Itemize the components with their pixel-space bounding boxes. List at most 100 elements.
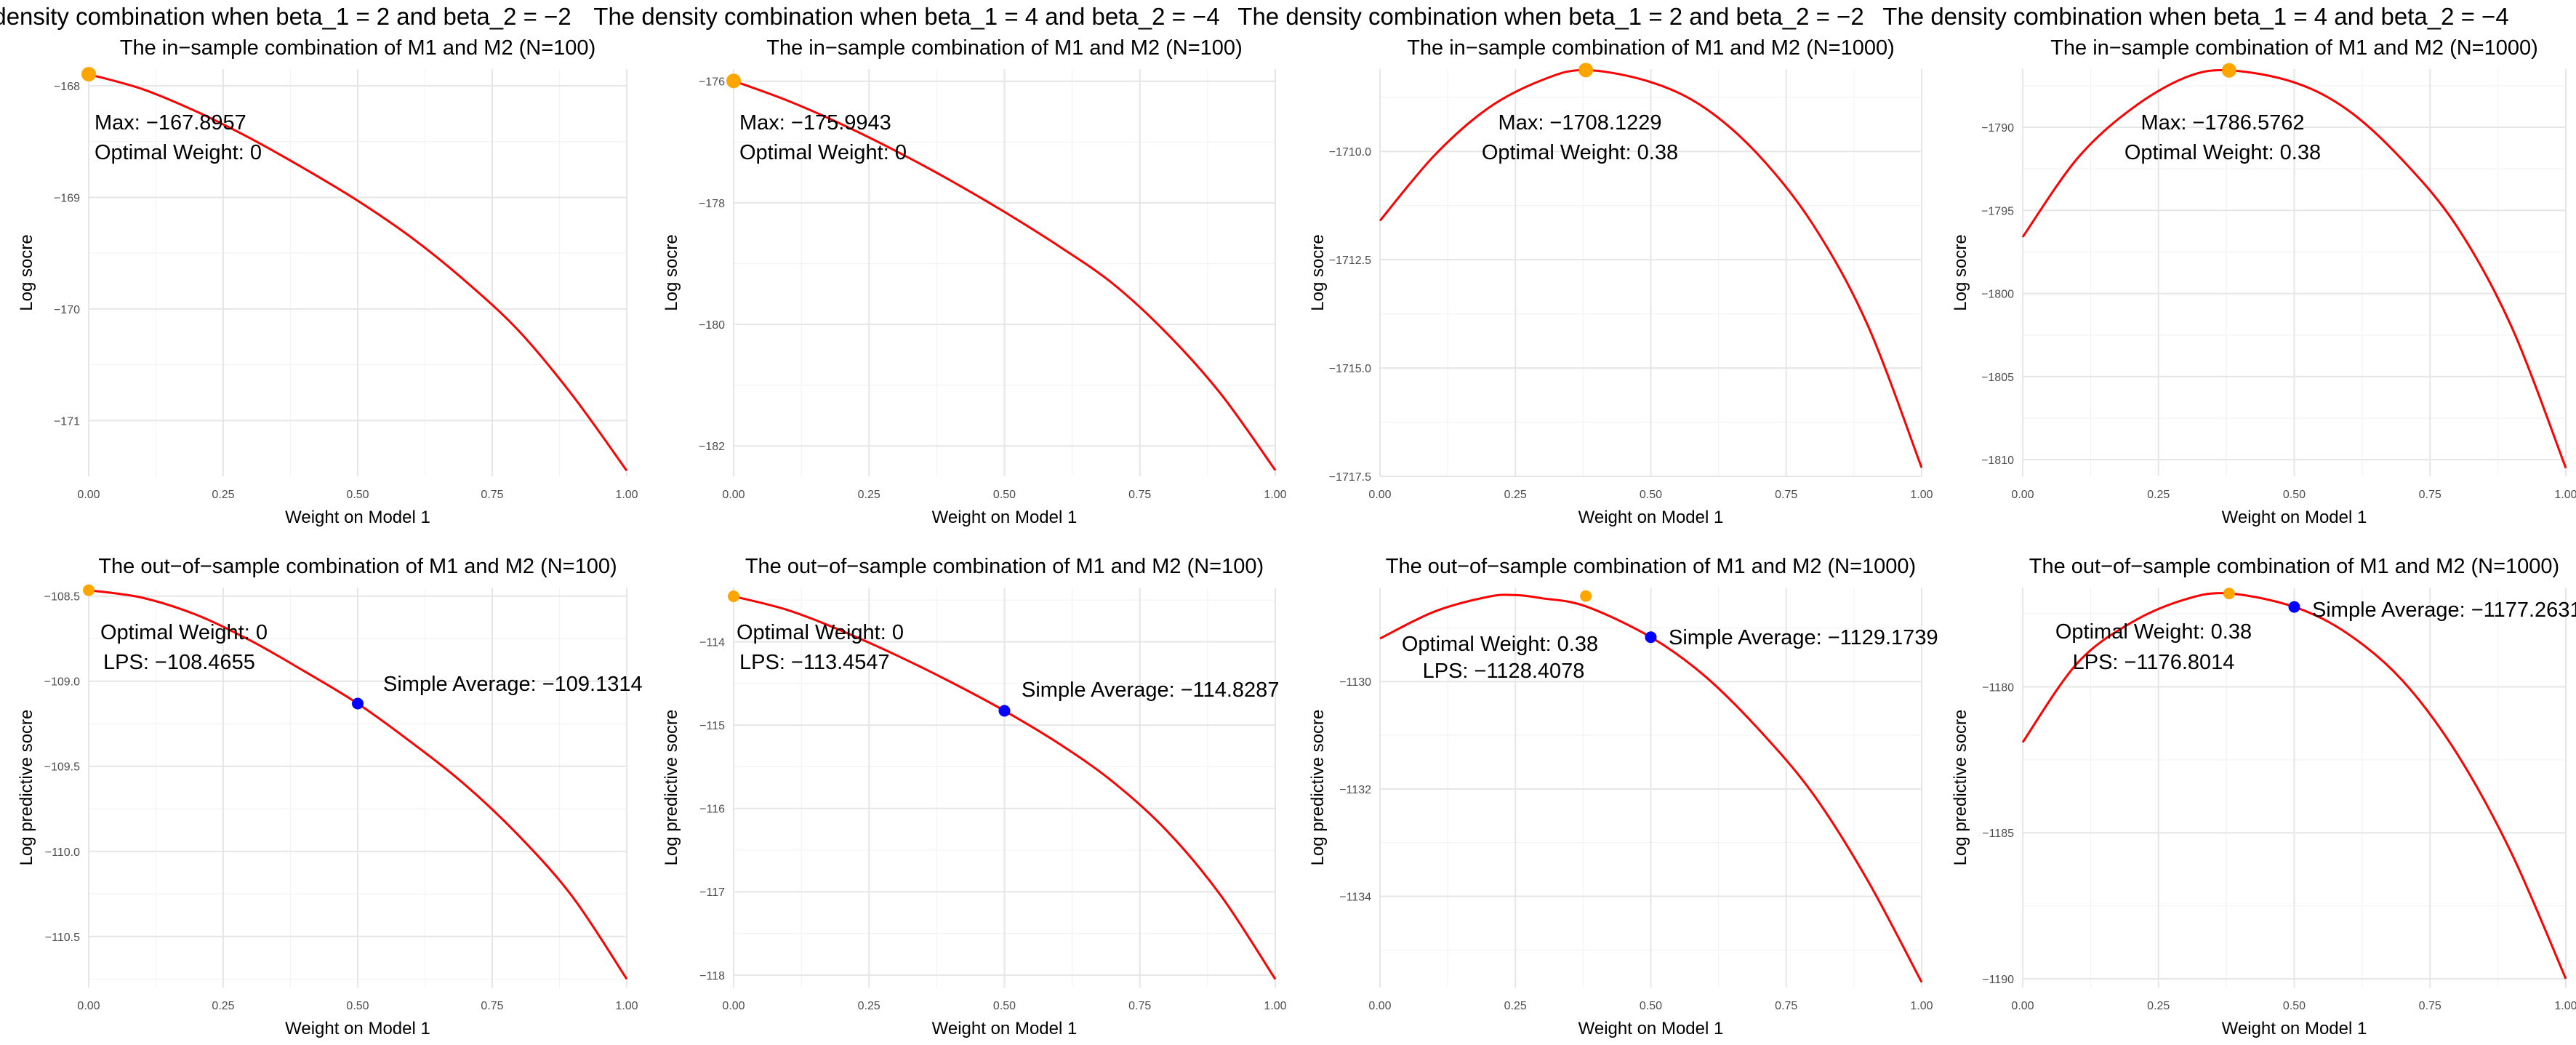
annotation-text: LPS: −1128.4078 [1423, 660, 1585, 683]
gridlines [2022, 69, 2567, 476]
annotation-text: Optimal Weight: 0.38 [1402, 633, 1598, 656]
y-tick-label: −1130 [1339, 676, 1371, 689]
x-tick-label: 0.75 [1128, 489, 1151, 501]
annotation-text: Optimal Weight: 0 [737, 621, 904, 644]
score-curve-line [733, 595, 1277, 980]
chart-title: The out−of−sample combination of M1 and … [2029, 555, 2559, 578]
y-tick-label: −1185 [1982, 828, 2014, 840]
gridlines [88, 69, 627, 476]
x-tick-label: 0.50 [2283, 1000, 2306, 1012]
x-axis-label: Weight on Model 1 [1578, 1019, 1724, 1038]
y-tick-label: −110.5 [45, 932, 80, 944]
gridlines [88, 588, 627, 988]
y-tick-label: −108.5 [44, 591, 80, 604]
y-axis-label: Log predictive socre [17, 710, 36, 866]
y-tick-label: −169 [54, 192, 80, 204]
annotation-text: Max: −1708.1229 [1498, 111, 1662, 135]
y-axis-label: Log socre [1308, 234, 1328, 311]
y-tick-label: −116 [699, 804, 725, 816]
y-tick-label: −109.0 [44, 676, 80, 689]
optimal-weight-point [83, 584, 95, 596]
x-tick-label: 0.25 [2147, 489, 2170, 501]
x-tick-label: 0.00 [2011, 489, 2034, 501]
simple-average-point [2288, 601, 2300, 613]
score-curve-line [2021, 68, 2567, 469]
y-tick-label: −1717.5 [1329, 471, 1371, 484]
x-tick-label: 0.25 [1504, 1000, 1527, 1012]
x-axis-label: Weight on Model 1 [1578, 508, 1724, 527]
y-axis-label: Log predictive socre [662, 710, 681, 866]
x-tick-label: 1.00 [1264, 1000, 1286, 1012]
x-tick-label: 1.00 [615, 1000, 638, 1012]
chart-panel-4: 0.00 0.25 0.50 0.75 1.00 −1810 −1805 −1800 −1795… [1882, 3, 2576, 527]
x-tick-label: 0.75 [2419, 489, 2441, 501]
annotation-text: Optimal Weight: 0 [100, 621, 268, 644]
score-curve-line [733, 79, 1277, 471]
y-axis-label: Log socre [662, 234, 681, 311]
score-curve-line [1379, 68, 1923, 468]
y-tick-label: −115 [699, 720, 725, 732]
main-title: The density combination when beta_1 = 4 … [593, 3, 1219, 30]
annotation-text: Optimal Weight: 0 [95, 141, 262, 164]
optimal-weight-point [2223, 588, 2235, 600]
x-tick-label: 0.00 [77, 1000, 100, 1012]
chart-panel-3: 0.00 0.25 0.50 0.75 1.00 −1717.5 −1715.0 −1712.… [1237, 3, 1933, 527]
x-tick-label: 0.50 [2283, 489, 2306, 501]
y-tick-label: −176 [699, 76, 725, 89]
optimal-weight-point [81, 67, 96, 82]
x-tick-label: 0.25 [858, 1000, 880, 1012]
x-tick-label: 0.50 [993, 489, 1016, 501]
annotation-text: LPS: −113.4547 [739, 651, 890, 674]
x-tick-label: 0.25 [212, 1000, 234, 1012]
chart-title: The in−sample combination of M1 and M2 (… [120, 36, 595, 60]
annotation-text: Max: −175.9943 [739, 111, 891, 135]
x-tick-label: 0.00 [77, 489, 100, 501]
annotation-text: Max: −1786.5762 [2141, 111, 2305, 135]
x-tick-label: 0.50 [346, 1000, 369, 1012]
x-tick-label: 0.00 [722, 1000, 745, 1012]
chart-title: The out−of−sample combination of M1 and … [1386, 555, 1916, 578]
x-axis-label: Weight on Model 1 [2222, 1019, 2367, 1038]
annotation-text: LPS: −1176.8014 [2073, 651, 2235, 674]
annotation-text: Optimal Weight: 0.38 [1482, 141, 1678, 164]
optimal-weight-point [728, 590, 739, 602]
optimal-weight-point [2221, 63, 2236, 78]
chart-panel-1: 0.00 0.25 0.50 0.75 1.00 −171 −170 −169 −168 Weig… [0, 3, 638, 527]
chart-panel-8: 0.00 0.25 0.50 0.75 1.00 −1190 −1185 −1180 Weigh… [1951, 555, 2576, 1038]
score-curve-line [2021, 592, 2567, 980]
x-axis-label: Weight on Model 1 [932, 508, 1078, 527]
main-title: The density combination when beta_1 = 2 … [0, 3, 571, 30]
annotation-text: Simple Average: −114.8287 [1022, 678, 1279, 702]
y-tick-label: −110.0 [45, 846, 80, 859]
y-tick-label: −1715.0 [1329, 363, 1371, 375]
x-tick-label: 0.25 [2147, 1000, 2170, 1012]
y-tick-label: −171 [54, 415, 80, 428]
chart-title: The in−sample combination of M1 and M2 (… [2050, 36, 2538, 60]
x-tick-label: 0.75 [481, 489, 503, 501]
y-axis-label: Log predictive socre [1951, 710, 1970, 866]
annotation-text: Optimal Weight: 0.38 [2124, 141, 2321, 164]
x-tick-label: 0.25 [212, 489, 234, 501]
y-axis-label: Log socre [17, 234, 36, 311]
y-tick-label: −180 [699, 319, 725, 332]
y-tick-label: −1190 [1982, 974, 2014, 986]
x-tick-label: 0.50 [1640, 489, 1662, 501]
score-curve-line [88, 73, 628, 472]
chart-title: The in−sample combination of M1 and M2 (… [766, 36, 1242, 60]
chart-title: The out−of−sample combination of M1 and … [98, 555, 617, 578]
gridlines [1379, 588, 1922, 988]
annotation-text: Simple Average: −1177.2631 [2312, 598, 2576, 622]
simple-average-point [998, 705, 1011, 717]
x-tick-label: 1.00 [1910, 489, 1933, 501]
y-axis-label: Log socre [1951, 234, 1970, 311]
y-tick-label: −117 [699, 886, 725, 899]
y-tick-label: −1790 [1981, 122, 2014, 135]
x-tick-label: 0.75 [2419, 1000, 2441, 1012]
x-tick-label: 0.25 [1504, 489, 1527, 501]
chart-panel-5: 0.00 0.25 0.50 0.75 1.00 −110.5 −110.0 −109.5 −1… [17, 555, 643, 1038]
y-tick-label: −118 [699, 970, 725, 982]
x-tick-label: 0.00 [722, 489, 745, 501]
x-tick-label: 1.00 [615, 489, 638, 501]
score-curve-line [88, 589, 628, 980]
y-tick-label: −1134 [1339, 891, 1371, 903]
